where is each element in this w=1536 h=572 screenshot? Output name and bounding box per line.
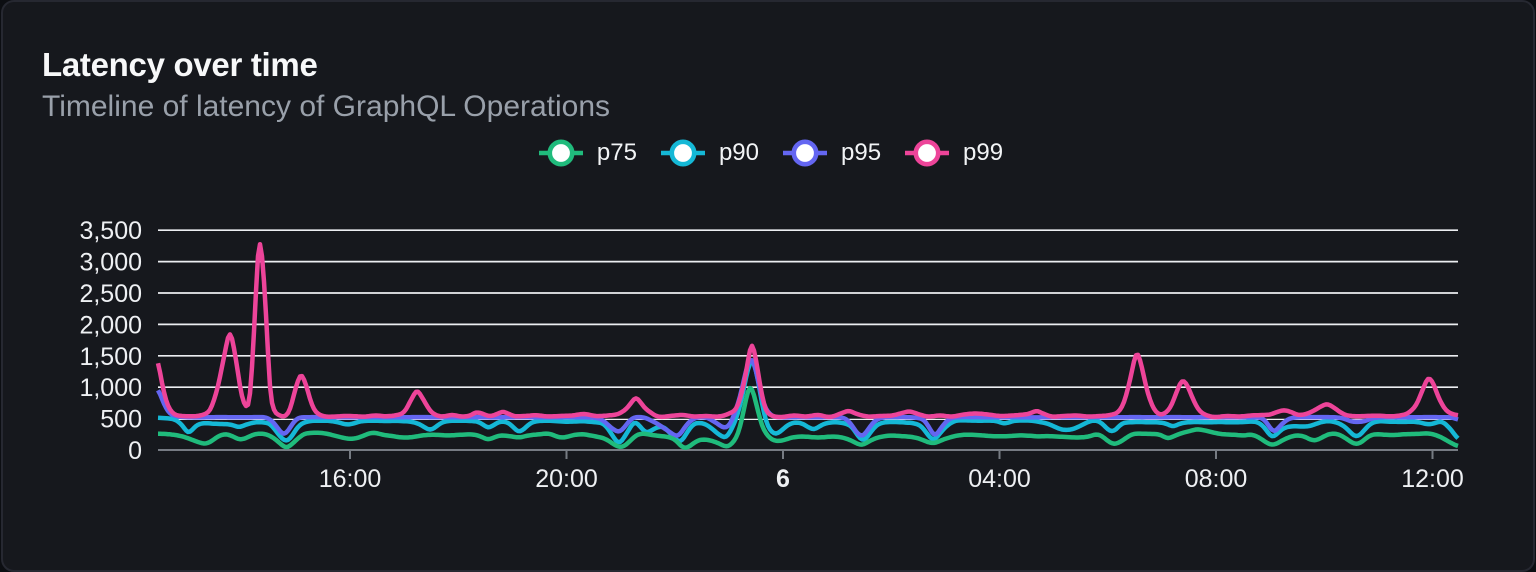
svg-text:20:00: 20:00 xyxy=(535,465,598,493)
svg-text:500: 500 xyxy=(100,406,142,434)
svg-text:2,500: 2,500 xyxy=(79,280,142,308)
svg-text:08:00: 08:00 xyxy=(1185,465,1248,493)
svg-text:6: 6 xyxy=(776,465,790,493)
svg-text:3,500: 3,500 xyxy=(79,217,142,245)
svg-text:1,500: 1,500 xyxy=(79,343,142,371)
svg-text:2,000: 2,000 xyxy=(79,311,142,339)
svg-text:3,000: 3,000 xyxy=(79,249,142,277)
svg-text:1,000: 1,000 xyxy=(79,374,142,402)
svg-text:12:00: 12:00 xyxy=(1401,465,1464,493)
svg-text:04:00: 04:00 xyxy=(968,465,1031,493)
svg-text:0: 0 xyxy=(128,437,142,465)
svg-text:16:00: 16:00 xyxy=(319,465,382,493)
